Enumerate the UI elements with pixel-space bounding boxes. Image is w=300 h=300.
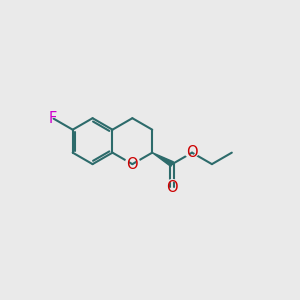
Text: O: O — [164, 178, 181, 196]
Polygon shape — [152, 153, 173, 166]
Text: O: O — [124, 154, 141, 174]
Text: O: O — [166, 180, 178, 195]
Text: O: O — [186, 145, 198, 160]
Text: F: F — [46, 109, 60, 128]
Text: O: O — [127, 157, 138, 172]
Text: F: F — [49, 111, 57, 126]
Text: O: O — [184, 143, 201, 162]
